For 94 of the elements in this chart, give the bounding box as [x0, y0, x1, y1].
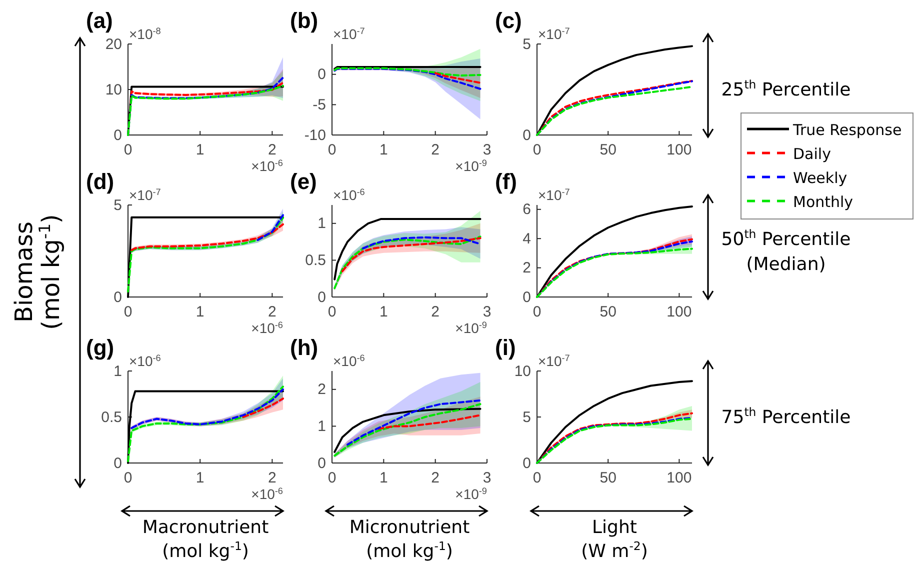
y-tick-label: 4 — [522, 230, 531, 248]
line-series — [130, 223, 284, 252]
text: ×10$^{-9}$ — [455, 486, 487, 502]
x-tick-label: 2 — [268, 142, 276, 159]
text: 50$^{th}$ Percentile (Median) — [721, 227, 851, 275]
legend-label: True Response — [792, 121, 902, 139]
text: 25$^{th}$ Percentile — [721, 78, 851, 100]
x-tick-label: 50 — [600, 470, 616, 487]
text: ×10$^{-6}$ — [333, 353, 365, 369]
text: ×10$^{-7}$ — [538, 187, 570, 203]
x-tick-label: 1 — [196, 304, 204, 321]
x-tick-label: 1 — [379, 304, 388, 321]
y-tick-label: -5 — [312, 96, 326, 114]
text: ×10$^{-9}$ — [455, 158, 487, 174]
x-tick-label: 1 — [379, 470, 388, 487]
y-tick-label: -10 — [304, 126, 326, 144]
y-tick-label: 0 — [114, 454, 122, 472]
chart-title: (c) — [495, 8, 522, 33]
x-tick-label: 1 — [196, 142, 204, 159]
y-tick-label: 5 — [522, 36, 531, 53]
x-tick-label: 50 — [600, 304, 616, 321]
line-series — [334, 67, 482, 77]
x-tick-label: 2 — [431, 142, 440, 159]
x-tick-label: 2 — [268, 470, 276, 487]
x-tick-label: 100 — [666, 304, 692, 321]
y-tick-label: 1 — [318, 215, 326, 232]
y-tick-label: 6 — [522, 201, 531, 218]
text: ×10$^{-8}$ — [129, 26, 161, 42]
chart-title: (g) — [86, 335, 114, 360]
line-series — [536, 45, 693, 136]
x-tick-label: 1 — [196, 470, 204, 487]
x-tick-label: 3 — [482, 304, 492, 321]
x-axis-title: Light (W m$^{-2}$) — [581, 517, 648, 562]
text: ×10$^{-7}$ — [538, 353, 570, 369]
y-tick-label: 0.5 — [101, 408, 122, 426]
y-tick-label: 2 — [522, 260, 531, 277]
chart-title: (d) — [86, 169, 114, 194]
x-tick-label: 3 — [482, 142, 492, 159]
chart-title: (f) — [495, 169, 517, 194]
text: ×10$^{-7}$ — [129, 187, 161, 203]
y-tick-label: 10 — [514, 362, 531, 380]
x-tick-label: 2 — [268, 304, 276, 321]
x-axis-title: Micronutrient (mol kg$^{-1}$) — [349, 517, 470, 562]
y-tick-label: 10 — [105, 81, 122, 98]
y-tick-label: 2 — [318, 381, 326, 398]
text: ×10$^{-7}$ — [333, 26, 365, 42]
y-tick-label: 0 — [318, 454, 326, 472]
legend-label: Daily — [793, 145, 832, 163]
y-tick-label: 0 — [522, 454, 531, 472]
line-series — [242, 398, 284, 418]
y-tick-label: 5 — [114, 196, 122, 214]
line-series — [362, 236, 482, 250]
text: ×10$^{-6}$ — [333, 187, 365, 203]
x-axis-title: Macronutrient (mol kg$^{-1}$) — [142, 517, 269, 562]
line-series — [346, 399, 482, 446]
text: 75$^{th}$ Percentile — [721, 405, 851, 428]
x-tick-label: 100 — [666, 470, 692, 487]
legend-label: Monthly — [793, 193, 854, 211]
legend-label: Weekly — [793, 169, 848, 187]
chart-title: (e) — [290, 169, 317, 194]
line-series — [378, 414, 482, 430]
chart-title: (a) — [86, 8, 113, 33]
text: ×10$^{-6}$ — [129, 353, 161, 369]
x-tick-label: 2 — [431, 304, 440, 321]
text: ×10$^{-9}$ — [455, 320, 487, 336]
y-tick-label: 1 — [318, 418, 326, 435]
chart-title: (b) — [290, 8, 318, 33]
x-tick-label: 1 — [379, 142, 388, 159]
x-tick-label: 3 — [482, 470, 492, 487]
x-tick-label: 50 — [600, 142, 616, 159]
text: ×10$^{-6}$ — [251, 486, 283, 502]
y-tick-label: 5 — [522, 408, 531, 426]
line-series — [334, 218, 482, 280]
text: ×10$^{-7}$ — [538, 26, 570, 42]
y-tick-label: 0 — [114, 288, 122, 306]
y-tick-label: 0 — [318, 66, 326, 84]
line-series — [334, 68, 482, 90]
chart-title: (h) — [290, 335, 318, 360]
line-series — [434, 72, 482, 84]
y-tick-label: 0 — [522, 288, 531, 306]
line-series — [341, 237, 482, 272]
text: ×10$^{-6}$ — [251, 158, 283, 174]
x-tick-label: 100 — [666, 142, 692, 159]
line-series — [334, 236, 482, 290]
y-tick-label: 0.5 — [305, 252, 326, 269]
y-tick-label: 0 — [318, 288, 326, 306]
chart-title: (i) — [495, 335, 516, 360]
x-tick-label: 2 — [431, 470, 440, 487]
y-tick-label: 20 — [105, 36, 122, 53]
y-tick-label: 1 — [114, 362, 122, 380]
line-series — [130, 388, 284, 430]
y-tick-label: 0 — [114, 126, 122, 144]
text: ×10$^{-6}$ — [251, 320, 283, 336]
y-tick-label: 0 — [522, 126, 531, 144]
